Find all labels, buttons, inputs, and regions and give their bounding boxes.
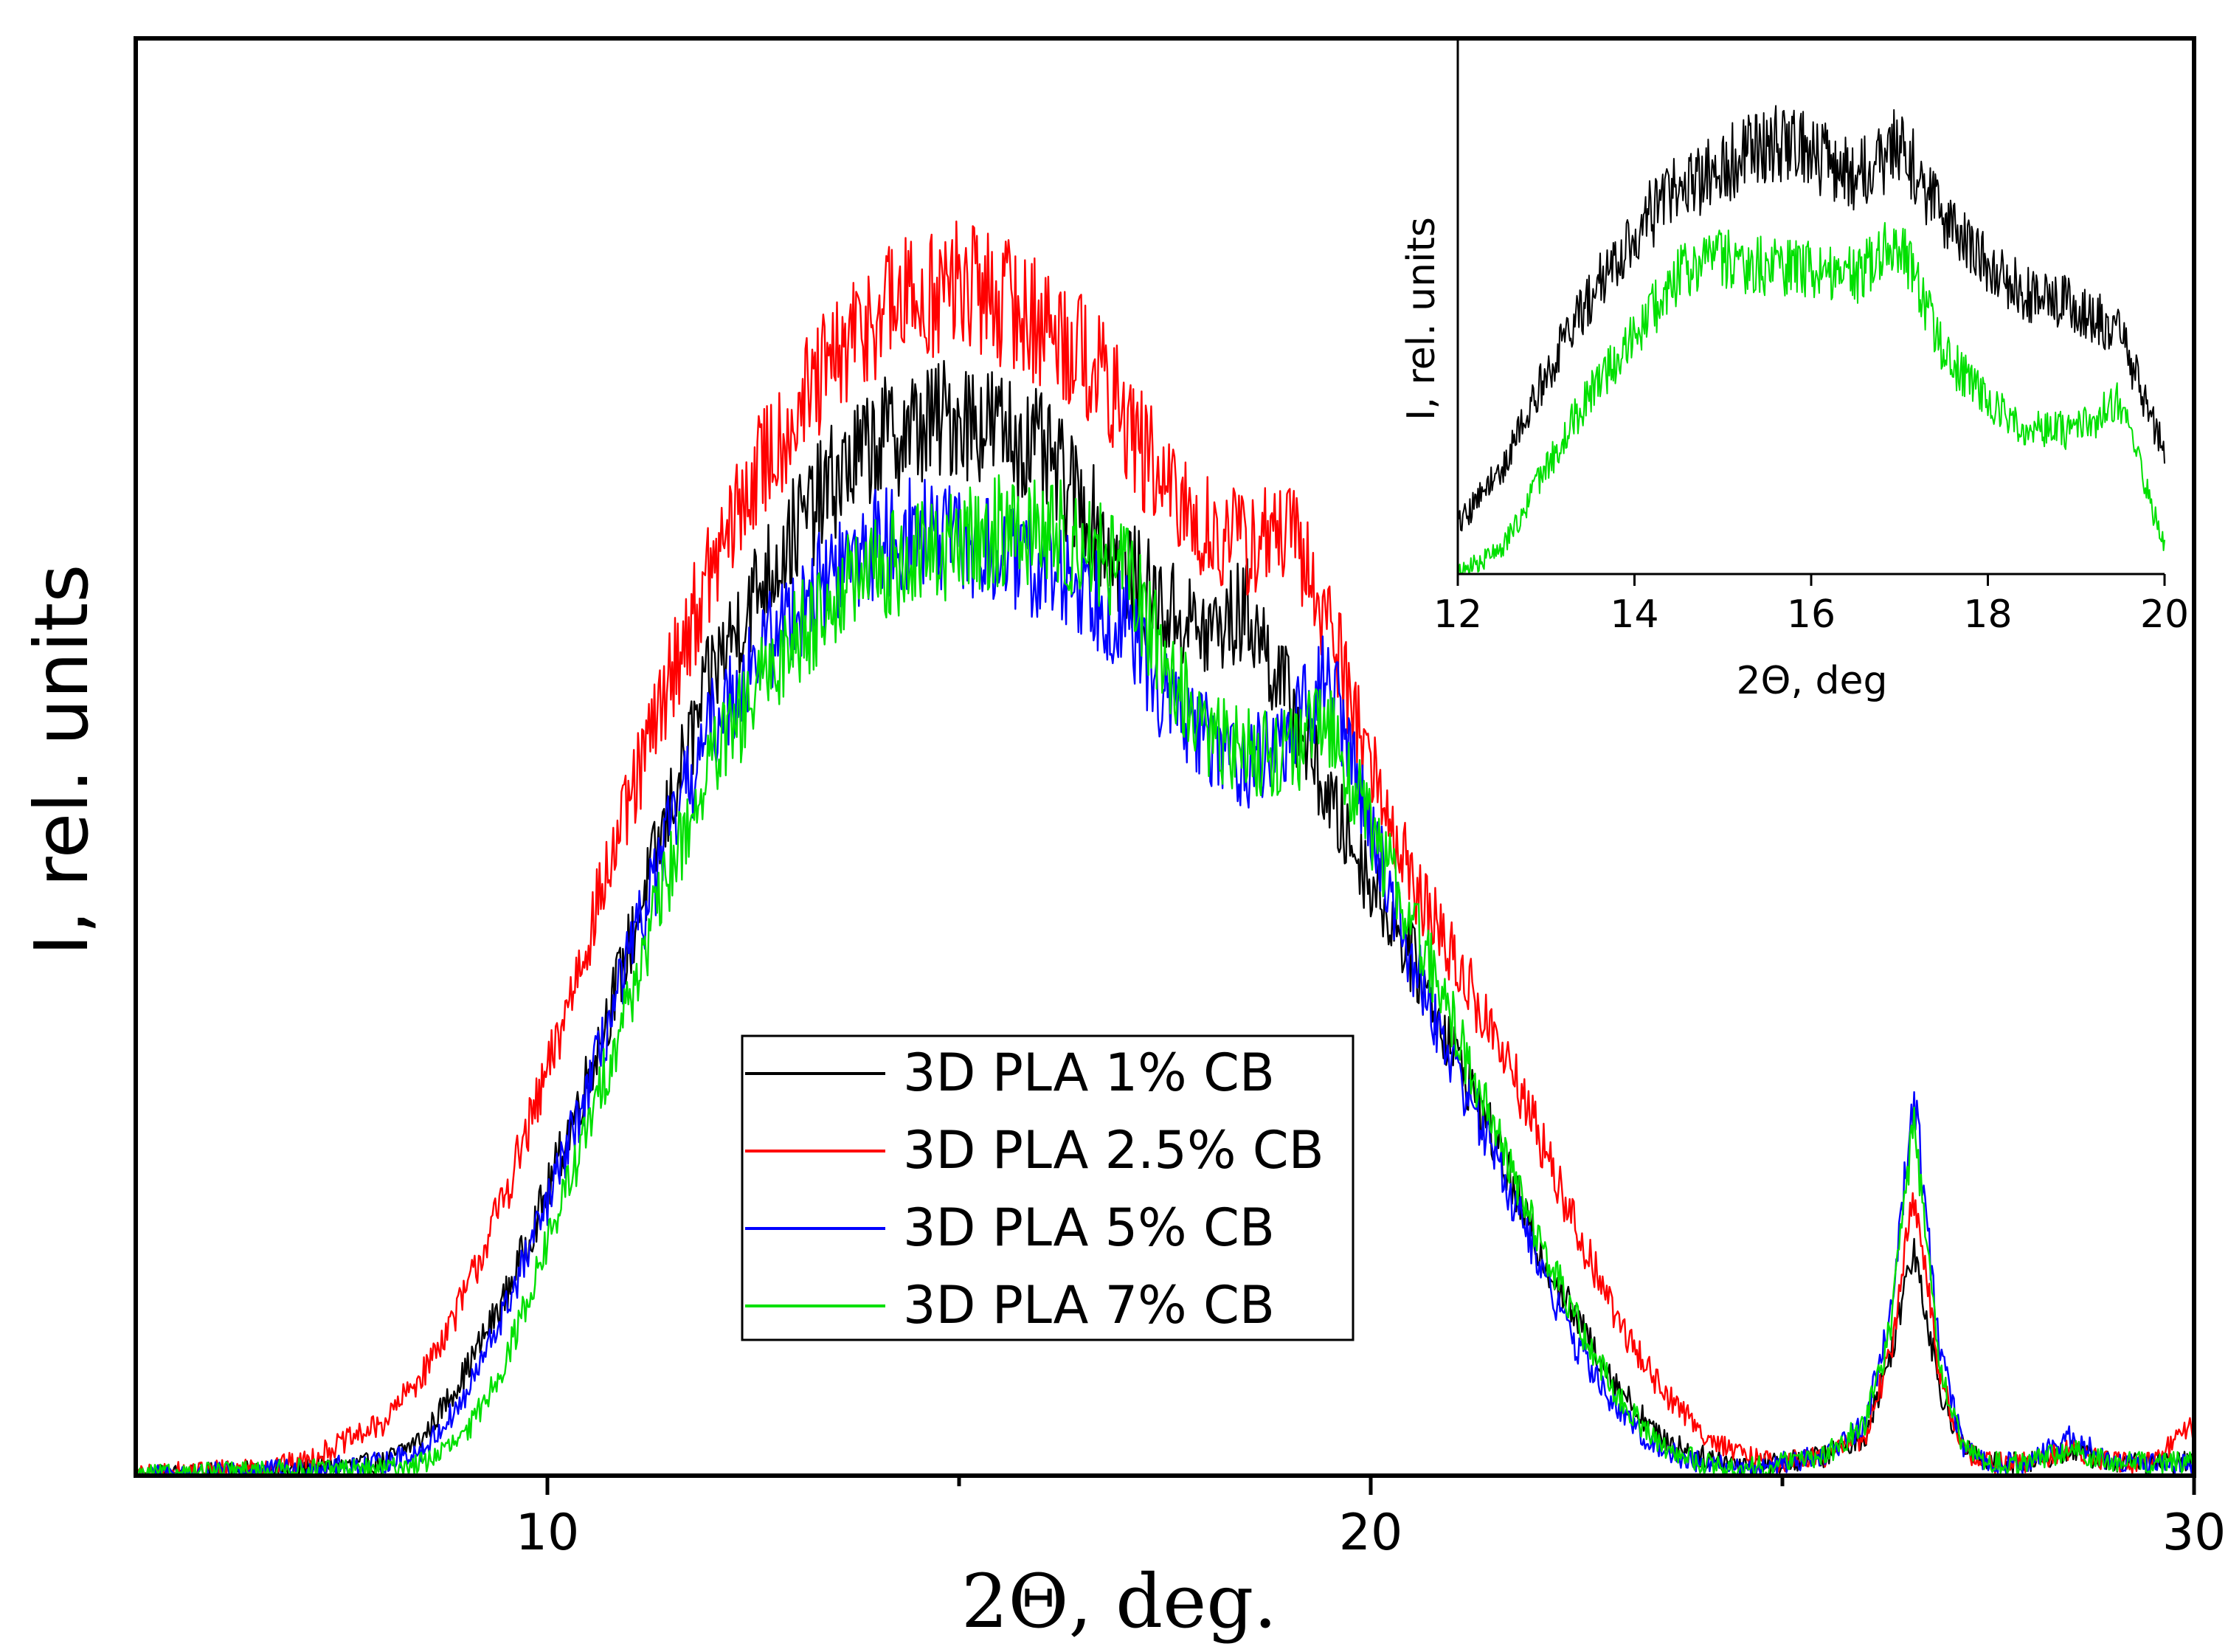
- main-x-tick-label-20: 20: [1339, 1504, 1403, 1562]
- inset-series-group: [1457, 105, 2165, 575]
- inset-x-tick-label-14: 14: [1610, 592, 1658, 637]
- main-x-ticks: 10 20 30: [516, 1476, 2227, 1562]
- main-x-tick-label-30: 30: [2162, 1504, 2227, 1562]
- main-y-axis-title: I, rel. units: [18, 564, 105, 956]
- legend-entry-2: 3D PLA 2.5% CB: [745, 1120, 1324, 1181]
- main-plot-frame: [134, 36, 2196, 1478]
- inset-series-line-1: [1457, 105, 2165, 532]
- main-series-line-2: [134, 220, 2196, 1477]
- legend-box: [741, 1034, 1355, 1341]
- inset-x-tick-label-18: 18: [1963, 592, 2012, 637]
- legend-entry-1: 3D PLA 1% CB: [745, 1043, 1275, 1103]
- legend-label-4: 3D PLA 7% CB: [903, 1275, 1275, 1335]
- inset-x-tick-label-16: 16: [1787, 592, 1836, 637]
- legend: 3D PLA 1% CB 3D PLA 2.5% CB 3D PLA 5% CB…: [741, 1034, 1355, 1341]
- main-plot: 10 20 30 2Θ, deg. I, rel. units: [18, 36, 2227, 1645]
- main-series-group: [134, 220, 2196, 1477]
- main-series-line-1: [135, 359, 2196, 1477]
- legend-label-3: 3D PLA 5% CB: [903, 1197, 1275, 1258]
- main-x-axis-title: 2Θ, deg.: [961, 1558, 1277, 1645]
- legend-entry-4: 3D PLA 7% CB: [745, 1275, 1275, 1335]
- inset-series-line-2: [1457, 221, 2165, 575]
- legend-label-2: 3D PLA 2.5% CB: [903, 1120, 1324, 1181]
- inset-plot: 12 14 16 18 20 2Θ, deg I, rel. units: [1400, 38, 2189, 703]
- inset-x-axis-title: 2Θ, deg: [1736, 659, 1887, 703]
- legend-label-1: 3D PLA 1% CB: [903, 1043, 1275, 1103]
- main-x-tick-label-10: 10: [516, 1504, 580, 1562]
- legend-entry-3: 3D PLA 5% CB: [745, 1197, 1275, 1258]
- inset-x-tick-label-20: 20: [2140, 592, 2189, 637]
- main-series-line-4: [134, 474, 2196, 1477]
- inset-x-ticks: 12 14 16 18 20: [1433, 574, 2189, 637]
- inset-y-axis-title: I, rel. units: [1400, 217, 1444, 421]
- inset-x-tick-label-12: 12: [1433, 592, 1482, 637]
